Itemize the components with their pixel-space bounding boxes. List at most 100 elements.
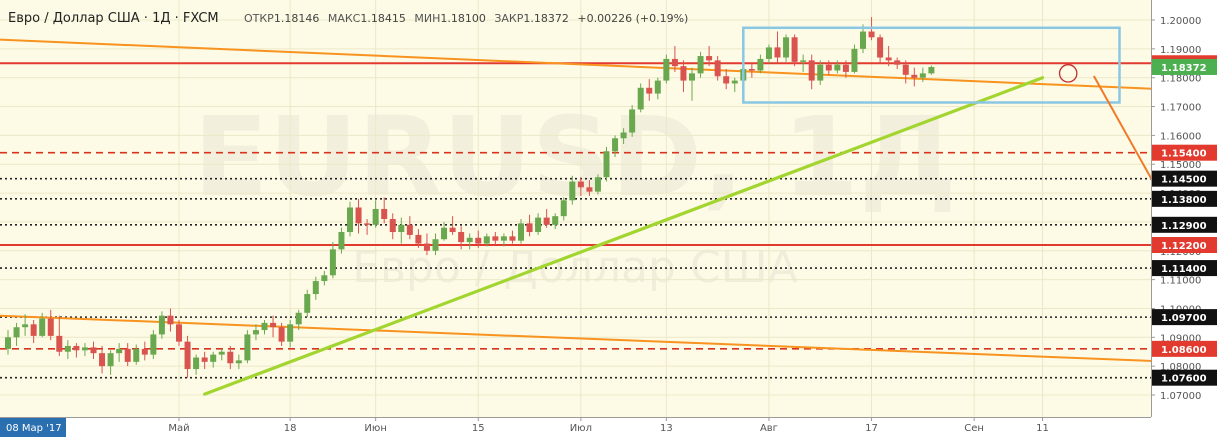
level-price-tag: 1.09700 xyxy=(1152,309,1217,326)
candle-body xyxy=(885,57,892,61)
candle-body xyxy=(278,327,285,342)
candle xyxy=(441,221,448,241)
candle-body xyxy=(518,223,524,241)
candle-body xyxy=(825,64,832,71)
start-date-tag-box xyxy=(0,418,66,437)
candle xyxy=(261,320,268,335)
candle xyxy=(817,60,824,85)
candle xyxy=(569,175,576,205)
level-price-tag-box xyxy=(1152,340,1217,357)
candle xyxy=(22,314,29,336)
candle xyxy=(492,232,499,245)
level-price-tag-text: 1.13800 xyxy=(1161,195,1207,206)
candle xyxy=(364,219,371,235)
level-price-tag: 1.15400 xyxy=(1152,144,1217,161)
candle xyxy=(586,180,593,196)
watermark-symbol: EURUSD, 1Д xyxy=(193,93,957,221)
time-tick-label: Июн xyxy=(364,423,386,434)
chart-header: Евро / Доллар США · 1Д · FXCM ОТКР1.1814… xyxy=(8,11,688,26)
candle-body xyxy=(347,207,353,233)
price-tick-label: 1.15000 xyxy=(1160,160,1201,171)
candle xyxy=(338,227,345,254)
candle-body xyxy=(509,236,516,241)
candle xyxy=(47,309,54,341)
candle-body xyxy=(150,334,157,355)
candle xyxy=(355,198,362,234)
price-tick-label: 1.07000 xyxy=(1160,391,1201,402)
candle-body xyxy=(449,227,456,233)
candle xyxy=(877,34,884,64)
candle-body xyxy=(748,69,755,71)
time-tick-label: 18 xyxy=(284,423,297,434)
candle xyxy=(133,344,140,365)
candle xyxy=(783,34,790,62)
time-axis[interactable]: Май 18 Июн 15 Июл 13 Авг 17 Сен 11 08 Мар '17 xyxy=(0,417,1151,437)
candle-body xyxy=(671,58,678,67)
open-value: 1.18146 xyxy=(274,12,320,25)
candle xyxy=(321,270,328,286)
time-tick-label: Май xyxy=(168,423,189,434)
candle xyxy=(663,54,670,84)
candle-body xyxy=(800,60,807,62)
candle-body xyxy=(90,347,97,354)
level-price-tag: 1.12200 xyxy=(1152,237,1217,253)
candle-body xyxy=(552,216,559,225)
candle-body xyxy=(56,335,63,352)
candle xyxy=(107,350,114,375)
price-axis[interactable]: 1.20000 1.19000 1.18000 1.17000 1.16000 1.150… xyxy=(1151,0,1218,437)
price-tick-label: 1.09000 xyxy=(1160,333,1201,344)
candle-body xyxy=(398,224,405,233)
candle xyxy=(458,226,465,250)
candle xyxy=(646,79,653,101)
candle xyxy=(834,60,841,74)
candle xyxy=(577,177,584,196)
candle-body xyxy=(637,87,644,110)
level-price-tag-box xyxy=(1152,260,1217,277)
candle-body xyxy=(911,74,918,78)
candle-body xyxy=(355,207,362,224)
plot-area[interactable] xyxy=(0,0,1151,417)
candle-body xyxy=(500,236,507,241)
candle-body xyxy=(543,217,550,225)
trend-line-lower xyxy=(0,314,1198,364)
candle-body xyxy=(817,64,824,81)
candle-body xyxy=(808,60,815,81)
level-price-tag-text: 1.07600 xyxy=(1161,374,1207,385)
candle-body xyxy=(13,327,20,338)
candle xyxy=(124,343,131,367)
high-value: 1.18415 xyxy=(360,12,406,25)
candle xyxy=(270,315,277,338)
candle xyxy=(56,315,63,357)
level-price-tag: 1.08600 xyxy=(1152,340,1217,357)
candle-body xyxy=(5,337,11,349)
time-tick-label: 17 xyxy=(865,423,878,434)
level-price-tag-box xyxy=(1152,369,1217,386)
candle xyxy=(629,105,636,137)
candle-body xyxy=(714,60,721,77)
price-tick-label: 1.19000 xyxy=(1160,45,1201,56)
start-date-tag-text: 08 Мар '17 xyxy=(6,423,62,434)
close-label: ЗАКР xyxy=(494,12,523,25)
ohlc-readout: ОТКР1.18146 МАКС1.18415 МИН1.18100 ЗАКР1… xyxy=(244,12,688,25)
candle-body xyxy=(270,322,277,328)
candle-body xyxy=(133,348,140,362)
candle xyxy=(252,324,259,341)
candle-body xyxy=(834,64,841,71)
candle xyxy=(381,197,388,224)
candle-body xyxy=(560,200,567,217)
candle-body xyxy=(441,227,448,240)
candle xyxy=(287,320,294,348)
price-tick-label: 1.17000 xyxy=(1160,103,1201,114)
candle-body xyxy=(731,80,738,84)
low-label: МИН xyxy=(414,12,440,25)
candle xyxy=(406,216,413,240)
candle-body xyxy=(475,237,482,244)
candle-body xyxy=(851,48,858,72)
price-tick-label: 1.18000 xyxy=(1160,74,1201,85)
candle-body xyxy=(30,324,37,336)
candle xyxy=(689,67,695,101)
candle xyxy=(680,60,687,93)
consolidation-box xyxy=(742,26,1121,104)
level-price-tag-box xyxy=(1152,237,1217,253)
